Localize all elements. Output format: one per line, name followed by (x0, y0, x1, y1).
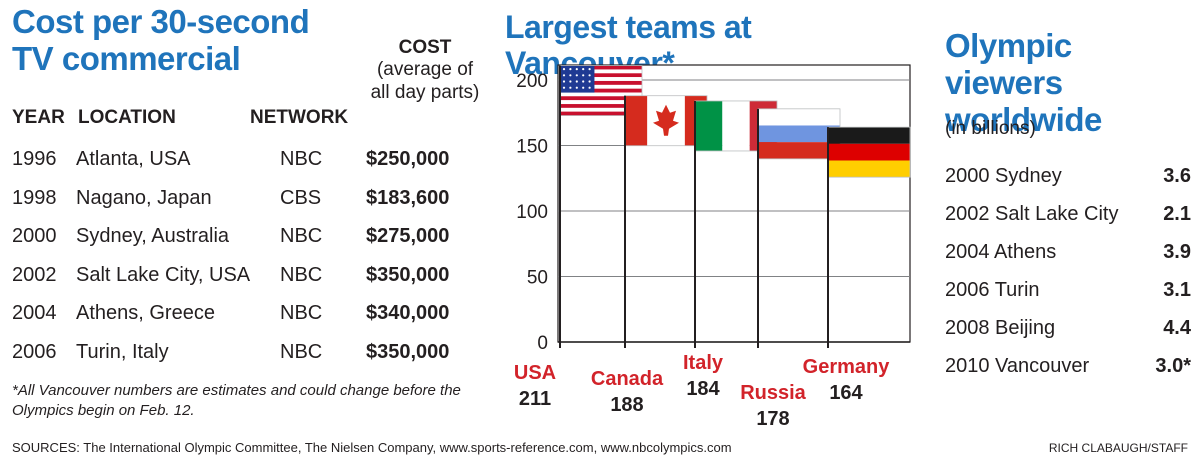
row-network: NBC (280, 225, 323, 248)
row-network: NBC (280, 302, 323, 325)
viewers-row: 2010 Vancouver 3.0* (945, 355, 1195, 385)
flag-usa (559, 65, 643, 116)
row-network: NBC (280, 341, 323, 363)
row-location: Nagano, Japan (76, 186, 212, 209)
y-tick-label: 50 (527, 268, 548, 289)
row-cost: $183,600 (366, 186, 450, 209)
viewers-units: (in billions) (945, 118, 1036, 139)
viewers-row: 2006 Turin 3.1 (945, 279, 1195, 309)
viewers-row-value: 3.9 (1163, 241, 1191, 263)
viewers-row-label: 2006 Turin (945, 279, 1040, 301)
y-tick-label: 150 (516, 137, 548, 158)
viewers-row-value: 3.6 (1163, 165, 1191, 187)
viewers-row-value: 3.0* (1155, 355, 1191, 377)
viewers-row-label: 2004 Athens (945, 241, 1057, 263)
row-location: Athens, Greece (76, 302, 215, 325)
row-cost: $350,000 (366, 341, 450, 363)
viewers-row: 2008 Beijing 4.4 (945, 317, 1195, 347)
viewers-title: Olympic viewers worldwide (945, 27, 1102, 138)
sources-line: SOURCES: The International Olympic Commi… (12, 440, 732, 455)
team-label: USA (514, 362, 556, 384)
viewers-row: 2002 Salt Lake City 2.1 (945, 203, 1195, 233)
cost-table-row: 1996 Atlanta, USA NBC $250,000 (0, 148, 490, 178)
row-cost: $275,000 (366, 225, 450, 248)
year-header: YEAR (12, 107, 65, 128)
row-location: Atlanta, USA (76, 148, 191, 170)
cost-table-row: 2002 Salt Lake City, USA NBC $350,000 (0, 264, 490, 294)
cost-header: COST (average of all day parts) (370, 37, 480, 104)
team-label: Germany (803, 356, 891, 378)
row-cost: $350,000 (366, 263, 450, 286)
row-year: 1996 (12, 148, 57, 170)
row-network: CBS (280, 186, 322, 209)
row-location: Turin, Italy (76, 341, 169, 363)
cost-header-label: COST (398, 37, 452, 58)
viewers-row-value: 2.1 (1163, 203, 1191, 225)
row-network: NBC (280, 263, 323, 286)
credit-line: RICH CLABAUGH/STAFF (1048, 441, 1188, 455)
row-year: 2004 (12, 302, 57, 325)
team-value: 164 (829, 382, 863, 404)
team-value: 184 (686, 378, 720, 400)
viewers-row-label: 2010 Vancouver (945, 355, 1090, 377)
row-location: Sydney, Australia (76, 225, 230, 248)
cost-header-note: (average of all day parts) (370, 59, 480, 103)
team-label: Italy (683, 352, 724, 374)
network-header: NETWORK (250, 107, 349, 128)
viewers-row-label: 2000 Sydney (945, 165, 1062, 187)
location-header: LOCATION (78, 107, 176, 128)
viewers-row-label: 2002 Salt Lake City (945, 203, 1119, 225)
row-cost: $250,000 (366, 148, 450, 170)
row-network: NBC (280, 148, 323, 170)
viewers-row: 2000 Sydney 3.6 (945, 165, 1195, 195)
cost-table-title: Cost per 30-second TV commercial (12, 3, 310, 77)
row-year: 2000 (12, 225, 57, 248)
cost-table-row: 2000 Sydney, Australia NBC $275,000 (0, 225, 490, 255)
viewers-row-value: 4.4 (1163, 317, 1191, 339)
flag-germany (827, 126, 911, 178)
cost-table-row: 1998 Nagano, Japan CBS $183,600 (0, 187, 490, 217)
row-year: 2006 (12, 341, 57, 363)
team-value: 178 (756, 408, 789, 425)
flag-russia (757, 108, 841, 160)
team-label: Russia (740, 382, 806, 404)
cost-table-row: 2006 Turin, Italy NBC $350,000 (0, 341, 490, 371)
y-tick-label: 200 (516, 71, 548, 92)
flag-canada (624, 95, 708, 147)
cost-table-row: 2004 Athens, Greece NBC $340,000 (0, 302, 490, 332)
team-value: 188 (610, 394, 643, 416)
row-location: Salt Lake City, USA (76, 263, 251, 286)
team-value: 211 (519, 388, 551, 410)
team-size-chart: 0 50 100 150 200 USA 211 Canada 188 Italy 184 Russi… (514, 64, 911, 425)
y-tick-label: 100 (516, 202, 548, 223)
footnote: *All Vancouver numbers are estimates and… (12, 382, 461, 419)
row-year: 2002 (12, 263, 57, 286)
viewers-row: 2004 Athens 3.9 (945, 241, 1195, 271)
row-year: 1998 (12, 186, 57, 209)
viewers-row-value: 3.1 (1163, 279, 1191, 301)
team-label: Canada (591, 368, 664, 390)
y-tick-label: 0 (537, 333, 548, 354)
viewers-row-label: 2008 Beijing (945, 317, 1056, 339)
row-cost: $340,000 (366, 302, 450, 325)
